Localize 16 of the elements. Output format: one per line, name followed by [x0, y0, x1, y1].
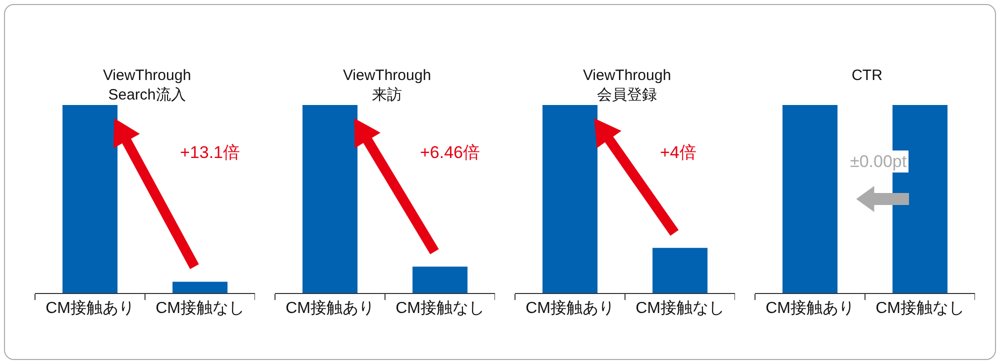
annotation: ±0.00pt [850, 152, 907, 171]
x-tick-label: CM接触あり [766, 299, 854, 318]
chart-title: CTR [852, 67, 883, 84]
annotation: +6.46倍 [420, 143, 480, 162]
x-tick-label: CM接触あり [286, 299, 374, 318]
x-tick-label: CM接触なし [396, 299, 484, 318]
x-tick-label: CM接触あり [526, 299, 614, 318]
annotation: +4倍 [660, 143, 696, 162]
annotation: +13.1倍 [180, 143, 240, 162]
x-tick-label: CM接触あり [46, 299, 134, 318]
x-tick-label: CM接触なし [636, 299, 724, 318]
x-tick-label: CM接触なし [876, 299, 964, 318]
chart-title: ViewThrough 来訪 [342, 67, 432, 104]
chart-title: ViewThrough 会員登録 [582, 67, 672, 104]
x-tick-label: CM接触なし [156, 299, 244, 318]
chart-title: ViewThrough Search流入 [102, 67, 192, 104]
